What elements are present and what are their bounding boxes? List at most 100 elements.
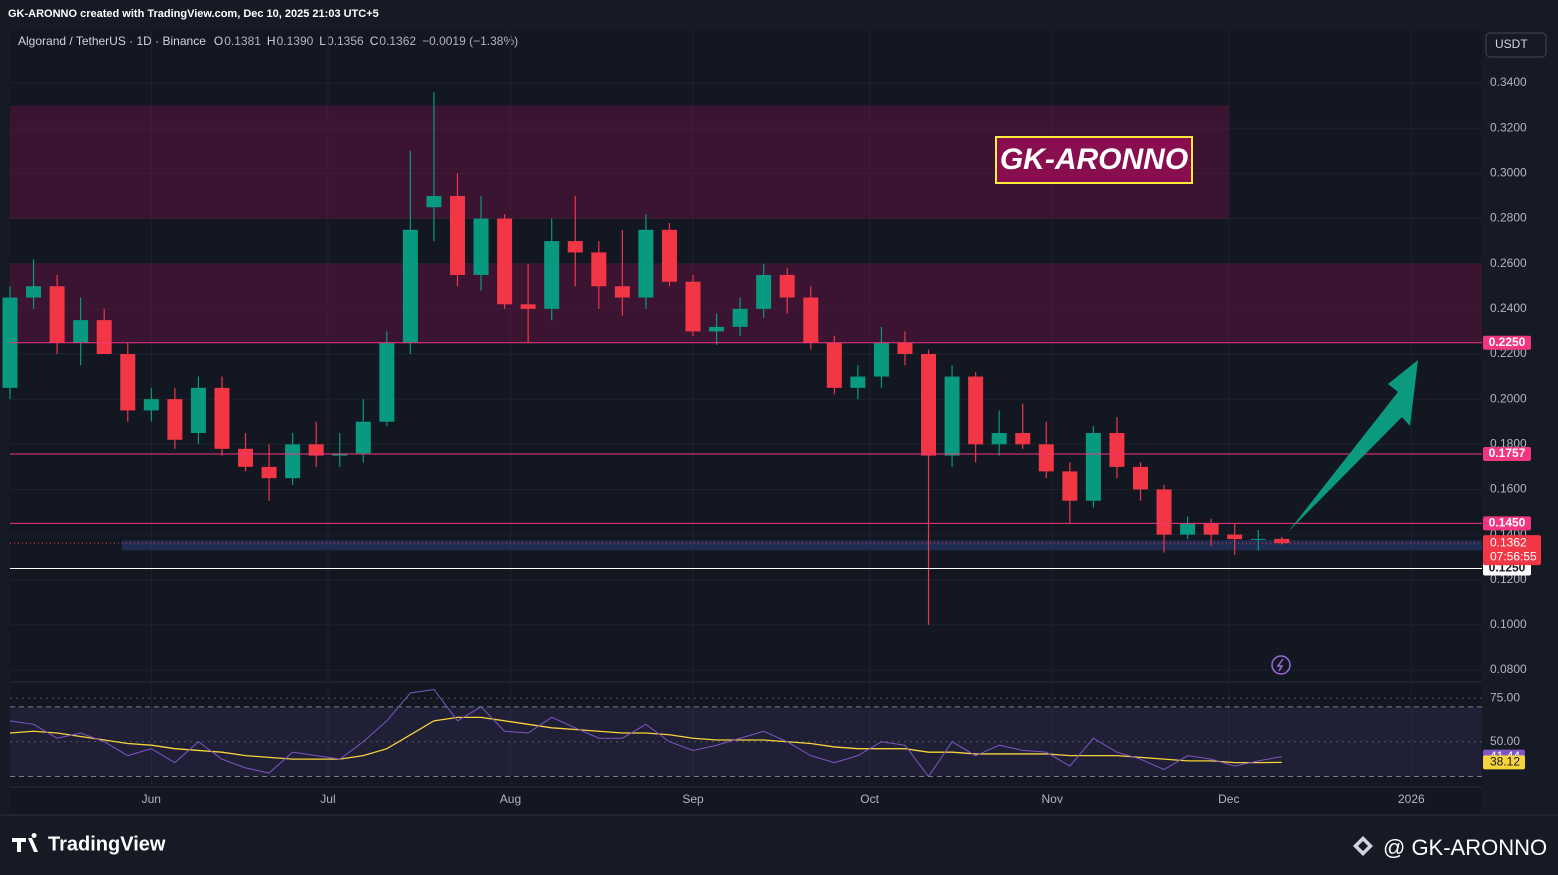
candle-body [1156,489,1172,535]
plot [2,30,1483,787]
last-price-box [1483,535,1541,566]
author-icon [1353,836,1373,856]
candle-body [497,218,513,305]
level-label: 0.1757 [1489,446,1526,460]
symbol: Algorand / TetherUS · 1D · Binance [18,34,206,48]
candle-body [238,448,254,467]
candle-body [96,320,112,354]
candle-body [426,195,442,208]
rsi-last-label: 38.12 [1490,755,1520,769]
candle-body [944,376,960,456]
candle-body [214,387,230,449]
candle-body [449,195,465,275]
candle-body [567,241,583,253]
candle-body [1203,523,1219,535]
candle-body [1250,538,1266,540]
candle-body [873,342,889,377]
y-tick-label: 0.2600 [1490,256,1527,270]
candle-body [685,281,701,332]
credit: GK-ARONNO created with TradingView.com, … [8,8,379,20]
currency[interactable]: USDT [1495,37,1528,51]
candle-body [732,308,748,327]
watermark: GK-ARONNO [1000,143,1188,176]
candle-body [921,353,937,456]
candle-body [473,218,489,275]
candle-body [779,274,795,298]
rsi-band [10,706,1482,777]
x-tick-label: Jun [142,792,161,806]
y-tick-label: 0.3400 [1490,75,1527,89]
candle-body [402,229,418,343]
candle-body [661,229,677,282]
x-tick-label: Nov [1042,792,1063,806]
candle-body [73,320,89,343]
level-label-box [1483,516,1531,531]
rsi-line [9,688,1282,778]
ohlc-key: C [370,34,379,48]
y-tick-label: 0.2800 [1490,211,1527,225]
candle-body [261,466,277,479]
candle-body [355,421,371,454]
x-tick-label: 2026 [1398,792,1425,806]
ohlc-value: 0.1381 [224,34,261,48]
ohlc-key: H [267,34,276,48]
y-tick-label: 0.1000 [1490,617,1527,631]
candle-body [143,399,159,411]
candle-body [803,297,819,343]
ohlc-value: 0.1356 [327,34,364,48]
alert-icon[interactable] [1271,655,1291,675]
candle-body [709,326,725,332]
x-tick-label: Oct [860,792,879,806]
alert-icon-bolt [1276,658,1284,672]
candle-body [1015,433,1031,445]
candle-body [520,304,536,309]
legend: Algorand / TetherUS · 1D · Binance O 0.138… [18,34,518,48]
rsi-last-box [1483,755,1525,770]
candle-body [614,286,630,298]
candle-body [167,399,183,440]
candle-body [1274,538,1290,544]
y-tick-label: 0.1600 [1490,482,1527,496]
candle-body [638,229,654,298]
candle-body [308,444,324,456]
candle-body [591,252,607,287]
brand: TradingView [48,833,166,855]
candle-body [120,353,136,411]
x-tick-label: Sep [682,792,704,806]
rsi-tick-label: 75.00 [1490,690,1520,704]
candle-body [1132,466,1148,490]
candle-body [544,241,560,309]
arrow [1288,360,1418,532]
candle-body [826,342,842,388]
countdown: 07:56:55 [1490,549,1537,563]
y-tick-label: 0.2400 [1490,301,1527,315]
author: @ GK-ARONNO [1383,835,1547,860]
level-label-box [1483,447,1531,462]
candle-body [1109,433,1125,467]
y-tick-label: 0.1800 [1490,436,1527,450]
candle-body [1085,433,1101,501]
level-label: 0.2250 [1489,335,1526,349]
candle-body [850,376,866,388]
candle-body [1180,523,1196,535]
change: −0.0019 (−1.38%) [422,34,518,48]
ohlc-key: L [319,34,326,48]
y-tick-label: 0.0800 [1490,662,1527,676]
x-tick-label: Dec [1218,792,1239,806]
candle-body [285,444,301,479]
candle-body [379,342,395,422]
candle-body [968,376,984,445]
rsi-ma-line [9,716,1282,764]
candle-body [897,342,913,354]
ohlc-value: 0.1390 [277,34,314,48]
zone [121,540,1483,551]
rsi-tick-label: 50.00 [1490,734,1520,748]
currency-box[interactable] [1485,32,1547,58]
level-label-box [1483,335,1531,350]
candle-body [1062,471,1078,501]
level-label: 0.1450 [1489,515,1526,529]
candle-body [190,387,206,434]
ohlc-key: O [214,34,223,48]
